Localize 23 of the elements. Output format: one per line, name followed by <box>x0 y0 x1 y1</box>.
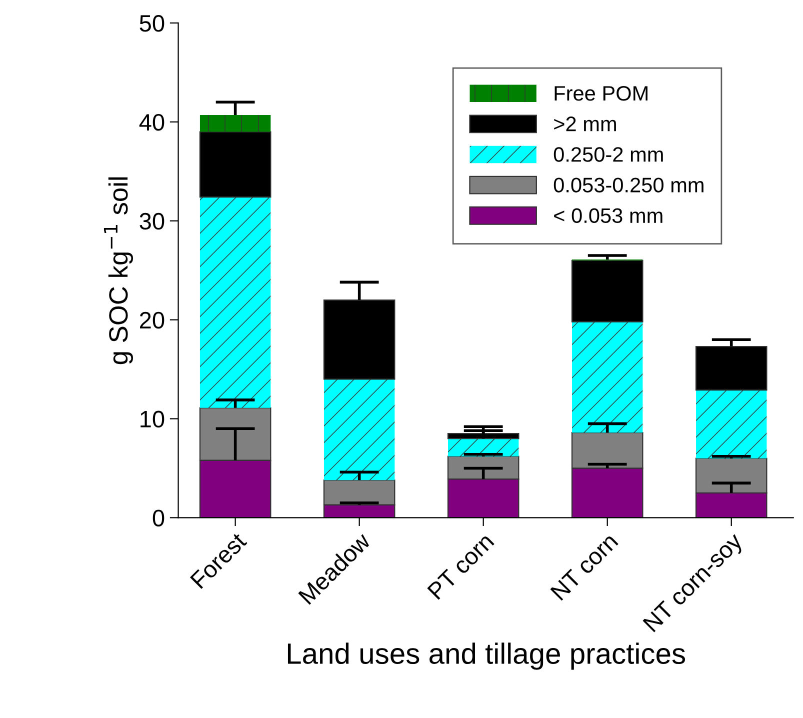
bar <box>448 438 519 456</box>
bar <box>199 131 272 198</box>
y-tick-label: 50 <box>140 15 164 32</box>
y-tick-label: 30 <box>140 212 164 230</box>
y-tick-label: 40 <box>139 114 164 131</box>
legend-label: Free POM <box>554 86 648 101</box>
legend-label: 0.250-2 mm <box>554 147 663 162</box>
y-axis-title: g SOC kg$^{−1}$ soil <box>104 177 134 364</box>
bar <box>696 390 767 458</box>
x-tick-label: NT corn <box>550 532 619 601</box>
bar <box>324 379 395 480</box>
legend-label: 0.053-0.250 mm <box>554 178 704 192</box>
bar <box>200 197 271 408</box>
legend-label: < 0.053 mm <box>554 208 662 224</box>
y-tick-label: 10 <box>140 410 164 428</box>
legend-label: >2 mm <box>554 116 616 132</box>
bar <box>200 114 271 132</box>
y-tick-label: 0 <box>152 510 164 526</box>
y-tick-label: 20 <box>140 312 164 329</box>
bar <box>572 322 643 433</box>
x-axis-title: Land uses and tillage practices <box>288 642 686 670</box>
x-tick-label: PT corn <box>427 532 495 600</box>
bar <box>571 260 644 322</box>
